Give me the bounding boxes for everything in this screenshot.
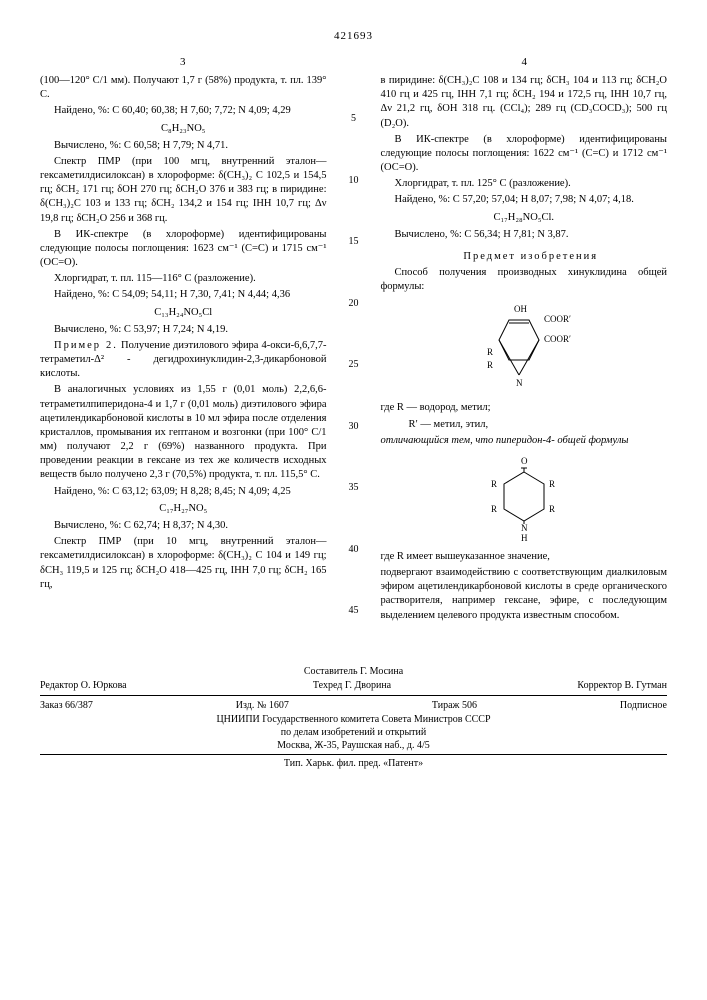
line-marker: 20 — [345, 297, 363, 311]
body-text: В аналогичных условиях из 1,55 г (0,01 м… — [40, 383, 327, 482]
line-marker: 15 — [345, 235, 363, 249]
molecular-formula: C₁₇H₂₈NO₅Cl. — [381, 211, 668, 225]
compiler: Составитель Г. Мосина — [40, 665, 667, 678]
body-text: в пиридине: δ(СН₃)₂С 108 и 134 гц; δСН₃ … — [381, 74, 668, 131]
body-text: где R — водород, метил; — [381, 401, 668, 415]
subscription: Подписное — [620, 700, 667, 711]
body-text: Найдено, %: С 63,12; 63,09; Н 8,28; 8,45… — [40, 485, 327, 499]
structure-formula-1: OH COOR′ COOR′ R R N — [381, 300, 668, 395]
body-text: Спектр ПМР (при 100 мгц, внутренний этал… — [40, 155, 327, 226]
svg-text:H: H — [521, 533, 528, 543]
body-text: Хлоргидрат, т. пл. 115—116° С (разложени… — [40, 272, 327, 286]
svg-text:OH: OH — [514, 304, 527, 314]
body-text: В ИК-спектре (в хлороформе) идентифициро… — [381, 133, 668, 176]
body-text: Вычислено, %: С 56,34; Н 7,81; N 3,87. — [381, 228, 668, 242]
org-line: по делам изобретений и открытий — [40, 726, 667, 739]
svg-text:N: N — [521, 523, 528, 533]
svg-text:R: R — [491, 504, 497, 514]
chem-structure-icon: O R R R R N H — [469, 454, 579, 544]
svg-text:O: O — [521, 456, 528, 466]
page-left: 3 — [180, 56, 186, 68]
body-text: Вычислено, %: С 60,58; Н 7,79; N 4,71. — [40, 139, 327, 153]
claims-header: Предмет изобретения — [381, 250, 668, 264]
line-marker: 30 — [345, 420, 363, 434]
page-right: 4 — [522, 56, 528, 68]
svg-text:R: R — [549, 479, 555, 489]
circulation: Тираж 506 — [432, 700, 477, 711]
body-text: Найдено, %: С 57,20; 57,04; Н 8,07; 7,98… — [381, 193, 668, 207]
svg-text:R: R — [549, 504, 555, 514]
tech-editor: Техред Г. Дворина — [313, 680, 391, 691]
body-text: Способ получения производных хинуклидина… — [381, 266, 668, 294]
right-column: в пиридине: δ(СН₃)₂С 108 и 134 гц; δСН₃ … — [381, 74, 668, 625]
edition-no: Изд. № 1607 — [236, 700, 289, 711]
left-column: (100—120° С/1 мм). Получают 1,7 г (58%) … — [40, 74, 327, 625]
line-marker: 40 — [345, 543, 363, 557]
line-marker: 5 — [345, 112, 363, 126]
molecular-formula: C₈H₂₃NO₅ — [40, 122, 327, 136]
body-text: R′ — метил, этил, — [381, 418, 668, 432]
example-label: Пример 2. — [54, 340, 118, 351]
line-number-gutter: 5 10 15 20 25 30 35 40 45 — [345, 74, 363, 625]
svg-text:COOR′: COOR′ — [544, 334, 571, 344]
svg-text:N: N — [516, 378, 523, 388]
body-text: подвергают взаимодействию с соответствую… — [381, 566, 668, 623]
line-marker: 25 — [345, 358, 363, 372]
body-text: Пример 2. Получение диэтилового эфира 4-… — [40, 339, 327, 382]
line-marker: 10 — [345, 174, 363, 188]
line-marker: 45 — [345, 604, 363, 618]
body-text: отличающийся тем, что пиперидон-4- общей… — [381, 434, 668, 448]
order-no: Заказ 66/387 — [40, 700, 93, 711]
printer: Тип. Харьк. фил. пред. «Патент» — [40, 757, 667, 770]
body-text: где R имеет вышеуказанное значение, — [381, 550, 668, 564]
svg-text:R: R — [487, 347, 493, 357]
body-text: Вычислено, %: С 53,97; Н 7,24; N 4,19. — [40, 323, 327, 337]
body-text: Спектр ПМР (при 10 мгц, внутренний этало… — [40, 535, 327, 592]
structure-formula-2: O R R R R N H — [381, 454, 668, 544]
colophon: Составитель Г. Мосина Редактор О. Юркова… — [40, 665, 667, 770]
chem-structure-icon: OH COOR′ COOR′ R R N — [459, 300, 589, 395]
molecular-formula: C₁₇H₂₇NO₅ — [40, 502, 327, 516]
body-text: Найдено, %: С 54,09; 54,11; Н 7,30, 7,41… — [40, 288, 327, 302]
svg-text:R: R — [487, 360, 493, 370]
editor: Редактор О. Юркова — [40, 680, 127, 691]
body-text: Найдено, %: С 60,40; 60,38; Н 7,60; 7,72… — [40, 104, 327, 118]
line-marker: 35 — [345, 481, 363, 495]
doc-number: 421693 — [40, 30, 667, 42]
molecular-formula: C₁₃H₂₄NO₅Cl — [40, 306, 327, 320]
org-line: Москва, Ж-35, Раушская наб., д. 4/5 — [40, 739, 667, 752]
svg-text:COOR′: COOR′ — [544, 314, 571, 324]
svg-text:R: R — [491, 479, 497, 489]
body-text: Вычислено, %: С 62,74; Н 8,37; N 4,30. — [40, 519, 327, 533]
body-text: В ИК-спектре (в хлороформе) идентифициро… — [40, 228, 327, 271]
body-text: (100—120° С/1 мм). Получают 1,7 г (58%) … — [40, 74, 327, 102]
body-text: Хлоргидрат, т. пл. 125° С (разложение). — [381, 177, 668, 191]
org-line: ЦНИИПИ Государственного комитета Совета … — [40, 713, 667, 726]
corrector: Корректор В. Гутман — [577, 680, 667, 691]
